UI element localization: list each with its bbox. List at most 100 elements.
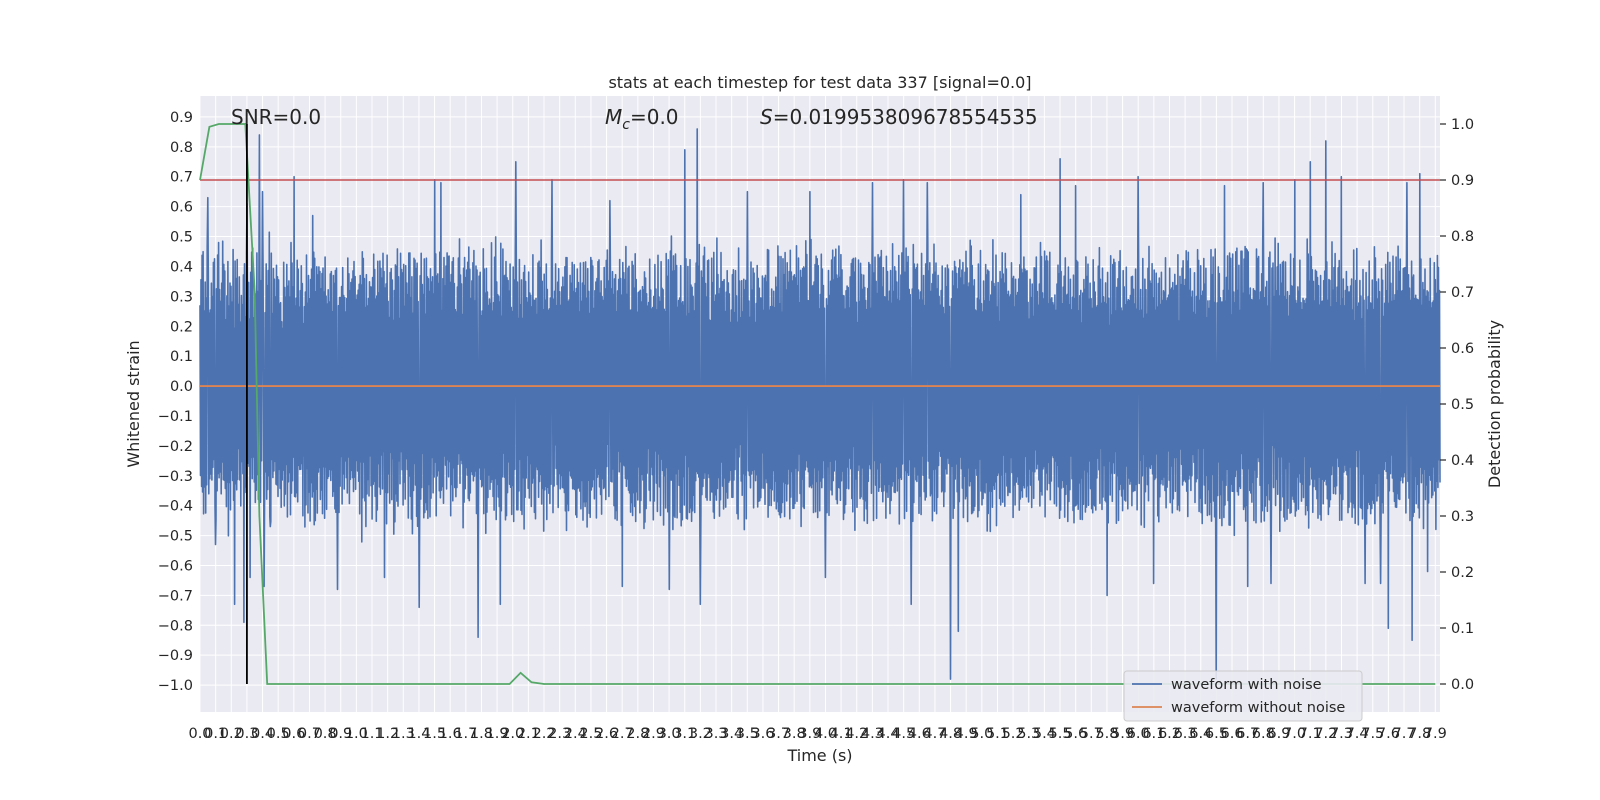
x-tick-label: 4.7 <box>923 726 946 742</box>
x-tick-label: 1.4 <box>407 726 430 742</box>
y2-tick-label: 0.5 <box>1451 397 1474 413</box>
x-tick-label: 5.8 <box>1095 726 1118 742</box>
y2-tick-label: 0.8 <box>1451 229 1474 245</box>
x-tick-label: 5.2 <box>1002 726 1025 742</box>
x-tick-label: 2.5 <box>579 726 602 742</box>
y2-tick-label: 0.3 <box>1451 509 1474 525</box>
x-tick-label: 7.0 <box>1283 726 1306 742</box>
x-tick-label: 4.4 <box>876 726 899 742</box>
x-tick-label: 2.0 <box>501 726 524 742</box>
x-tick-label: 2.1 <box>517 726 540 742</box>
chirp-mass-annotation: Mc=0.0 <box>605 105 679 133</box>
x-tick-label: 7.2 <box>1314 726 1337 742</box>
x-tick-label: 3.5 <box>736 726 759 742</box>
x-tick-label: 4.5 <box>892 726 915 742</box>
x-tick-label: 2.8 <box>626 726 649 742</box>
x-tick-label: 5.6 <box>1064 726 1087 742</box>
x-tick-label: 3.7 <box>767 726 790 742</box>
y2-tick-label: 0.6 <box>1451 341 1474 357</box>
x-tick-label: 4.3 <box>861 726 884 742</box>
x-tick-label: 4.8 <box>939 726 962 742</box>
x-tick-label: 3.6 <box>751 726 774 742</box>
x-tick-label: 0.0 <box>188 726 211 742</box>
x-tick-label: 7.4 <box>1346 726 1369 742</box>
x-tick-label: 1.8 <box>470 726 493 742</box>
x-tick-label: 0.6 <box>282 726 305 742</box>
y-tick-label: −0.5 <box>158 529 193 545</box>
x-tick-label: 0.3 <box>235 726 258 742</box>
x-tick-label: 2.2 <box>532 726 555 742</box>
legend: waveform with noise waveform without noi… <box>1123 670 1363 722</box>
s-symbol: S <box>760 105 773 129</box>
y-tick-label: 0.4 <box>170 259 193 275</box>
x-tick-label: 3.9 <box>798 726 821 742</box>
noise-trace <box>199 128 1441 680</box>
legend-entry-clean: waveform without noise <box>1171 700 1345 716</box>
mc-subscript: c <box>622 117 630 133</box>
x-tick-label: 6.9 <box>1267 726 1290 742</box>
x-tick-label: 2.6 <box>595 726 618 742</box>
x-tick-label: 6.5 <box>1205 726 1228 742</box>
y-axis-ticks: 0.9 0.8 0.7 0.6 0.5 0.4 0.3 0.2 0.1 0.0 −0.1 −0.2 −0… <box>158 110 193 694</box>
x-tick-label: 6.4 <box>1189 726 1212 742</box>
mc-value: =0.0 <box>630 105 679 129</box>
x-tick-label: 7.5 <box>1361 726 1384 742</box>
x-tick-label: 1.5 <box>423 726 446 742</box>
snr-annotation: SNR=0.0 <box>231 105 321 129</box>
x-tick-label: 1.0 <box>345 726 368 742</box>
y-tick-label: −0.3 <box>158 469 193 485</box>
x-tick-label: 1.6 <box>439 726 462 742</box>
x-tick-label: 5.1 <box>986 726 1009 742</box>
x-tick-label: 5.3 <box>1017 726 1040 742</box>
x-tick-label: 0.2 <box>220 726 243 742</box>
y-tick-label: −0.2 <box>158 439 193 455</box>
x-tick-label: 7.8 <box>1408 726 1431 742</box>
x-tick-label: 1.3 <box>392 726 415 742</box>
y-tick-label: 0.2 <box>170 319 193 335</box>
x-tick-label: 6.6 <box>1220 726 1243 742</box>
y2-tick-label: 0.9 <box>1451 173 1474 189</box>
y-tick-label: 0.5 <box>170 230 193 246</box>
s-value: =0.019953809678554535 <box>773 105 1038 129</box>
x-tick-label: 4.6 <box>908 726 931 742</box>
y2-tick-label: 0.7 <box>1451 285 1474 301</box>
x-tick-label: 5.5 <box>1048 726 1071 742</box>
y-tick-label: 0.8 <box>170 140 193 156</box>
y2-axis-ticks: 1.0 0.9 0.8 0.7 0.6 0.5 0.4 0.3 0.2 0.1 0.0 <box>1440 117 1474 693</box>
x-tick-label: 4.1 <box>830 726 853 742</box>
x-tick-label: 6.0 <box>1127 726 1150 742</box>
x-tick-label: 0.4 <box>251 726 274 742</box>
x-tick-label: 5.9 <box>1111 726 1134 742</box>
legend-entry-noise: waveform with noise <box>1171 677 1322 693</box>
y-tick-label: 0.3 <box>170 289 193 305</box>
x-tick-label: 3.3 <box>704 726 727 742</box>
overlay-lines <box>199 123 1440 685</box>
y-tick-label: 0.9 <box>170 110 193 126</box>
y-tick-label: 0.7 <box>170 170 193 186</box>
y-tick-label: −0.8 <box>158 618 193 634</box>
x-tick-label: 4.9 <box>955 726 978 742</box>
x-tick-label: 0.9 <box>329 726 352 742</box>
x-tick-label: 2.9 <box>642 726 665 742</box>
x-tick-label: 3.2 <box>689 726 712 742</box>
x-tick-label: 1.9 <box>486 726 509 742</box>
y-tick-label: −0.7 <box>158 588 193 604</box>
y2-tick-label: 0.4 <box>1451 453 1474 469</box>
chart-title: stats at each timestep for test data 337… <box>608 73 1031 92</box>
x-tick-label: 7.6 <box>1377 726 1400 742</box>
y-tick-label: −0.9 <box>158 648 193 664</box>
x-axis-label: Time (s) <box>786 746 852 765</box>
x-axis-ticks: 0.00.10.20.30.40.50.60.70.80.91.01.11.21… <box>188 726 1446 742</box>
x-tick-label: 1.7 <box>454 726 477 742</box>
x-tick-label: 4.0 <box>814 726 837 742</box>
x-tick-label: 3.0 <box>658 726 681 742</box>
y-tick-label: 0.6 <box>170 200 193 216</box>
y2-tick-label: 0.0 <box>1451 677 1474 693</box>
x-tick-label: 2.7 <box>611 726 634 742</box>
y2-tick-label: 0.1 <box>1451 621 1474 637</box>
x-tick-label: 5.4 <box>1033 726 1056 742</box>
y-tick-label: −1.0 <box>158 678 193 694</box>
x-tick-label: 3.1 <box>673 726 696 742</box>
x-tick-label: 6.1 <box>1142 726 1165 742</box>
